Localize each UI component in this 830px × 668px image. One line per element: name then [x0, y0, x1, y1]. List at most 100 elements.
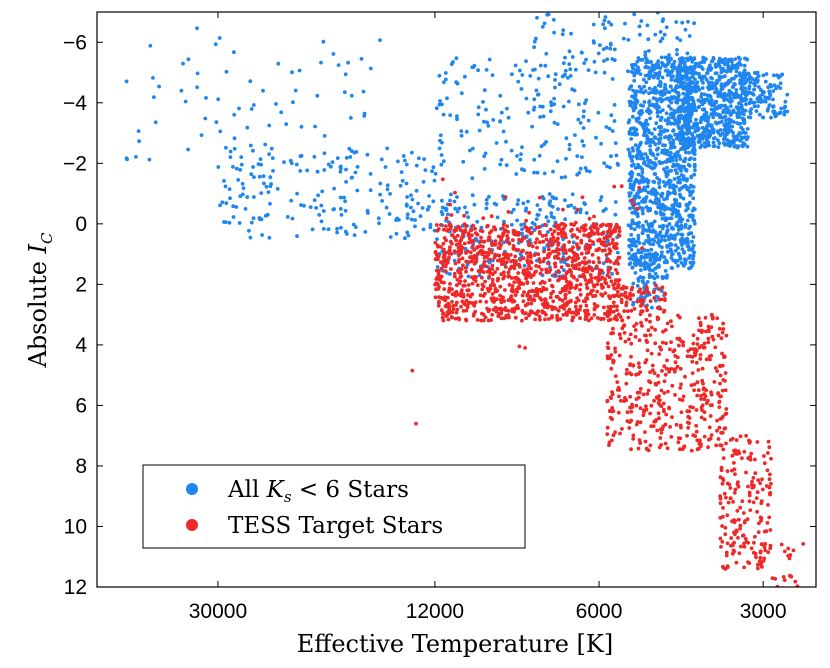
data-point — [542, 142, 547, 147]
data-point — [685, 244, 690, 249]
data-point — [455, 233, 460, 238]
data-point — [641, 223, 645, 228]
data-point — [602, 161, 607, 166]
data-point — [615, 317, 619, 322]
data-point — [492, 296, 496, 300]
data-point — [678, 192, 682, 197]
data-point — [343, 208, 348, 213]
data-point — [690, 371, 695, 375]
data-point — [514, 232, 519, 237]
data-point — [723, 371, 728, 375]
data-point — [753, 534, 757, 539]
data-point — [711, 130, 716, 135]
data-point — [661, 143, 665, 148]
data-point — [695, 336, 700, 341]
data-point — [663, 68, 668, 73]
data-point — [637, 195, 642, 200]
data-point — [758, 481, 762, 486]
data-point — [652, 191, 656, 196]
data-point — [534, 269, 538, 274]
data-point — [693, 347, 698, 352]
data-point — [480, 287, 485, 292]
data-point — [652, 180, 657, 185]
data-point — [485, 306, 489, 311]
data-point — [501, 129, 506, 134]
data-point — [444, 77, 448, 82]
data-point — [319, 203, 324, 208]
data-point — [717, 56, 722, 61]
data-point — [259, 191, 264, 196]
data-point — [732, 144, 737, 149]
data-point — [317, 213, 322, 217]
data-point — [653, 341, 658, 346]
data-point — [459, 266, 464, 271]
data-point — [674, 184, 678, 189]
data-point — [232, 146, 237, 151]
data-point — [213, 42, 218, 47]
data-point — [592, 313, 597, 317]
data-point — [675, 364, 680, 369]
data-point — [343, 72, 348, 77]
data-point — [561, 313, 566, 317]
data-point — [471, 244, 475, 249]
data-point — [648, 150, 653, 154]
data-point — [645, 280, 650, 284]
data-point — [463, 74, 467, 79]
data-point — [654, 196, 659, 201]
data-point — [605, 432, 610, 436]
data-point — [683, 27, 688, 32]
data-point — [473, 231, 478, 236]
data-point — [670, 88, 675, 92]
data-point — [700, 102, 705, 107]
data-point — [434, 252, 439, 257]
data-point — [657, 137, 661, 142]
data-point — [699, 330, 704, 334]
data-point — [718, 536, 723, 541]
data-point — [732, 82, 736, 86]
data-point — [249, 220, 254, 225]
data-point — [237, 221, 242, 225]
data-point — [644, 317, 649, 322]
data-point — [642, 185, 647, 190]
data-point — [460, 256, 465, 261]
data-point — [228, 149, 233, 154]
data-point — [692, 172, 697, 177]
data-point — [665, 358, 669, 363]
data-point — [441, 259, 445, 264]
data-point — [268, 201, 272, 206]
data-point — [711, 144, 716, 149]
data-point — [732, 94, 737, 99]
data-point — [654, 382, 658, 387]
data-point — [558, 317, 563, 321]
data-point — [783, 99, 788, 104]
data-point — [443, 269, 448, 274]
data-point — [737, 551, 742, 556]
data-point — [562, 245, 566, 250]
data-point — [624, 381, 629, 386]
data-point — [335, 230, 339, 235]
data-point — [222, 179, 226, 183]
data-point — [645, 184, 650, 189]
data-point — [652, 290, 656, 295]
data-point — [699, 94, 704, 99]
data-point — [544, 215, 549, 220]
data-point — [464, 129, 469, 134]
data-point — [379, 157, 384, 162]
data-point — [236, 178, 241, 182]
data-point — [649, 424, 654, 429]
data-point — [674, 20, 679, 24]
data-point — [747, 499, 752, 504]
data-point — [720, 131, 725, 136]
data-point — [569, 203, 573, 208]
data-point — [738, 434, 743, 439]
data-point — [534, 217, 539, 222]
data-point — [711, 115, 716, 120]
data-point — [549, 100, 553, 104]
data-point — [439, 162, 444, 167]
data-point — [761, 73, 766, 78]
data-point — [680, 56, 685, 61]
data-point — [575, 235, 580, 240]
data-point — [526, 110, 531, 115]
data-point — [615, 250, 620, 255]
data-point — [695, 133, 700, 138]
